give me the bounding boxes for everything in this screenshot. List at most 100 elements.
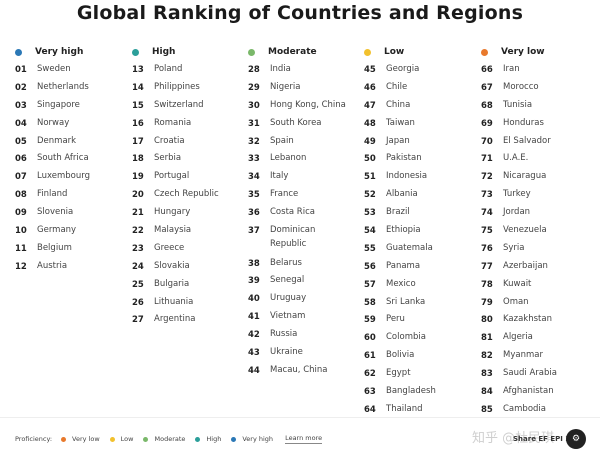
country-name: Turkey (503, 189, 531, 200)
column-header: High (132, 45, 238, 59)
rank-number: 11 (15, 243, 27, 254)
list-item: 80 Kazakhstan (481, 314, 587, 333)
rank-number: 84 (481, 387, 493, 398)
country-name: Slovenia (37, 207, 74, 218)
country-name: Chile (386, 81, 408, 92)
rank-number: 43 (248, 347, 260, 358)
list-item: 46 Chile (364, 81, 470, 101)
country-name: Syria (503, 242, 525, 253)
country-name: Morocco (503, 81, 539, 92)
rank-number: 18 (132, 154, 144, 165)
rank-number: 75 (481, 226, 493, 237)
list-item: 10 Germany (15, 225, 121, 244)
country-name: Belgium (37, 242, 72, 253)
country-name: Saudi Arabia (503, 368, 557, 379)
list-item: 03 Singapore (15, 100, 121, 119)
rank-number: 57 (364, 279, 376, 290)
rank-number: 07 (15, 172, 27, 183)
list-item: 20 Czech Republic (132, 189, 238, 208)
country-name: Azerbaijan (503, 260, 548, 271)
proficiency-dot-icon (364, 48, 371, 56)
rank-number: 55 (364, 243, 376, 254)
list-item: 84 Afghanistan (481, 386, 587, 405)
rank-number: 22 (132, 226, 144, 237)
country-name: Kuwait (503, 278, 532, 289)
page-title: Global Ranking of Countries and Regions (76, 2, 524, 24)
country-name: Lebanon (270, 153, 307, 164)
country-name: Costa Rica (270, 207, 315, 218)
list-item: 78 Kuwait (481, 278, 587, 298)
country-name: Guatemala (386, 242, 433, 253)
rank-number: 47 (364, 100, 376, 111)
list-item: 58 Sri Lanka (364, 297, 470, 316)
list-item: 37 Dominican Republic (248, 225, 354, 259)
country-name: Sweden (37, 64, 71, 74)
rank-number: 44 (248, 365, 260, 376)
list-item: 27 Argentina (132, 314, 238, 333)
list-item: 42 Russia (248, 329, 354, 348)
rank-number: 67 (481, 82, 493, 93)
country-name: Bangladesh (386, 386, 436, 397)
rank-number: 63 (364, 387, 376, 398)
list-item: 85 Cambodia (481, 404, 587, 423)
list-item: 19 Portugal (132, 171, 238, 190)
rank-number: 02 (15, 82, 27, 93)
country-name: Nigeria (270, 81, 301, 92)
proficiency-dot-icon (15, 48, 22, 56)
country-name: Hong Kong, China (270, 99, 346, 110)
list-item: 12 Austria (15, 261, 121, 280)
column-low: Low 45 Georgia 46 Chile 47 China 48 Taiwan 49 Japa… (364, 45, 470, 423)
rank-number: 83 (481, 369, 493, 380)
country-name: Ukraine (270, 346, 303, 357)
list-item: 09 Slovenia (15, 207, 121, 226)
rank-number: 03 (15, 100, 27, 111)
legend-item: Very low (61, 435, 100, 443)
rank-number: 45 (364, 65, 376, 75)
country-name: Germany (37, 225, 77, 236)
country-name: Myanmar (503, 350, 543, 361)
list-item: 26 Lithuania (132, 297, 238, 316)
list-item: 66 Iran (481, 64, 587, 83)
list-item: 69 Honduras (481, 118, 587, 137)
rank-number: 51 (364, 172, 376, 183)
country-name: Argentina (154, 314, 196, 325)
country-name: Algeria (503, 332, 533, 343)
rank-number: 31 (248, 118, 260, 129)
divider (0, 417, 600, 418)
country-name: Oman (503, 296, 529, 307)
rank-number: 60 (364, 333, 376, 344)
country-name: Japan (386, 135, 410, 146)
country-name: Peru (386, 314, 405, 325)
country-name: Tunisia (503, 99, 533, 110)
country-name: Switzerland (154, 99, 204, 110)
list-item: 61 Bolivia (364, 350, 470, 369)
rank-number: 85 (481, 404, 493, 415)
list-item: 35 France (248, 189, 354, 208)
rank-number: 13 (132, 65, 144, 75)
list-item: 55 Guatemala (364, 242, 470, 262)
list-item: 22 Malaysia (132, 225, 238, 244)
country-name: Ethiopia (386, 225, 421, 236)
rank-number: 39 (248, 276, 260, 287)
list-item: 28 India (248, 64, 354, 83)
list-item: 53 Brazil (364, 207, 470, 226)
share-link[interactable]: Share EF EPI 2018 (513, 435, 585, 443)
country-name: Greece (154, 242, 185, 253)
list-item: 60 Colombia (364, 332, 470, 351)
list-item: 21 Hungary (132, 207, 238, 226)
legend-item: High (195, 435, 221, 443)
learn-more-link[interactable]: Learn more (285, 434, 323, 444)
list-item: 52 Albania (364, 189, 470, 208)
list-item: 74 Jordan (481, 207, 587, 226)
proficiency-dot-icon (132, 48, 139, 56)
rank-number: 09 (15, 208, 27, 219)
rank-number: 35 (248, 190, 260, 201)
legend-dot-icon (109, 436, 115, 442)
rank-number: 72 (481, 172, 493, 183)
list-item: 40 Uruguay (248, 293, 354, 312)
country-name: Taiwan (386, 117, 415, 128)
rank-number: 40 (248, 294, 260, 305)
rank-number: 59 (364, 315, 376, 326)
legend-label: Proficiency: (15, 435, 53, 443)
column-title: Low (384, 47, 405, 57)
